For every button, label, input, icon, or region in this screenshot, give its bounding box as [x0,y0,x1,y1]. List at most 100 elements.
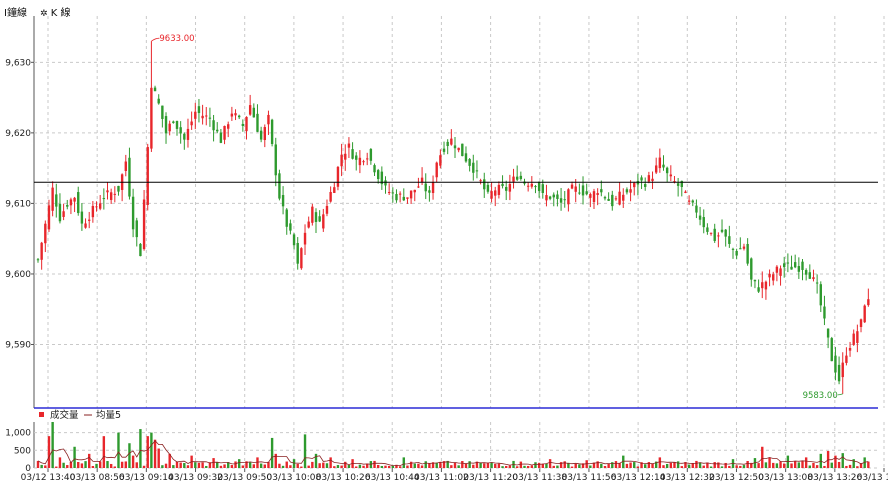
candle-body [391,192,395,194]
candle-body [252,107,256,118]
volume-bar [695,460,698,468]
volume-bar [629,462,632,468]
candle-body [519,175,523,180]
candle-body [497,184,501,195]
volume-bar [735,465,738,468]
candle-body [775,266,779,273]
volume-bar [680,466,683,468]
candle-body [439,155,442,166]
volume-bar [205,465,208,468]
volume-bar [764,462,768,468]
candle-body [281,195,285,207]
candle-body [629,189,632,193]
volume-bar [142,465,146,468]
volume-bar [58,457,62,468]
candle-body [380,171,384,185]
volume-bar [150,432,153,468]
volume-bar [622,455,625,468]
volume-bar [223,464,226,468]
candle-body [194,111,197,119]
candle-body [552,194,555,198]
volume-bar [208,462,212,468]
volume-bar [98,461,102,468]
tab-k-line[interactable]: ✲ K 線 [40,4,70,19]
tab-k-label: K 線 [50,8,71,19]
candle-body [95,206,98,208]
candle-body [179,127,182,134]
candle-body [790,266,793,270]
volume-tick-label: 0 [25,464,31,474]
time-tick-label: 03/13 12:14 [611,473,666,483]
candle-body [761,282,764,289]
candle-body [753,279,757,282]
volume-bar [131,455,135,468]
candle-body [106,190,109,193]
candle-body [490,191,493,199]
volume-bar [391,465,395,468]
candle-body [270,119,274,144]
volume-bar [95,463,98,468]
candle-body [135,220,138,238]
time-tick-label: 03/13 13:44 [857,473,888,483]
volume-bar [267,461,270,468]
candle-body [91,205,95,218]
volume-bar [420,465,424,468]
candle-body [548,196,552,199]
volume-bar [157,448,160,468]
candle-body [146,147,149,205]
tab-minute-label: I鐘線 [4,8,27,19]
candle-body [563,199,566,201]
volume-bar [600,463,603,468]
candle-body [402,196,405,201]
candle-body [530,183,534,187]
candle-body [442,148,446,152]
candle-body [867,299,870,306]
candle-body [300,248,303,269]
volume-bar [431,462,435,468]
candle-body [234,113,237,116]
volume-bar [164,463,168,468]
annotation-leader [151,37,160,42]
candle-body [486,184,490,192]
volume-bar [307,465,310,468]
volume-bar [837,461,841,468]
volume-bar [808,465,812,468]
volume-average-line [37,440,869,466]
volume-bar [227,462,230,468]
gear-icon: ✲ [40,9,48,19]
candle-body [640,177,643,181]
candle-body [153,87,157,92]
volume-bar [424,461,427,468]
volume-bar [314,453,318,468]
volume-bar [815,465,819,468]
candle-body [570,184,574,189]
volume-bar [237,459,241,468]
volume-bar [296,463,299,468]
candle-body [461,143,464,157]
time-tick-label: 03/13 08:56 [70,473,125,483]
candle-body [212,120,215,131]
candle-body [417,186,420,188]
volume-bar [662,465,665,468]
volume-bar [698,462,702,468]
candle-body [475,170,479,172]
candle-body [227,124,230,129]
time-tick-label: 03/13 11:20 [463,473,518,483]
volume-bar [442,461,446,468]
volume-bar [830,462,833,468]
time-tick-label: 03/13 09:14 [119,473,174,483]
volume-bar [852,459,855,468]
volume-bar [823,465,826,468]
volume-bar [640,462,643,468]
candle-body [742,246,746,249]
candle-body [515,176,519,180]
candle-body [559,198,563,203]
volume-bar [387,465,391,468]
candle-body [772,274,775,281]
tab-minute-line[interactable]: I鐘線 [4,4,27,19]
candle-body [420,177,424,183]
volume-bar [278,463,281,468]
volume-bar [252,464,256,468]
candle-body [73,197,76,202]
candle-body [340,154,343,167]
